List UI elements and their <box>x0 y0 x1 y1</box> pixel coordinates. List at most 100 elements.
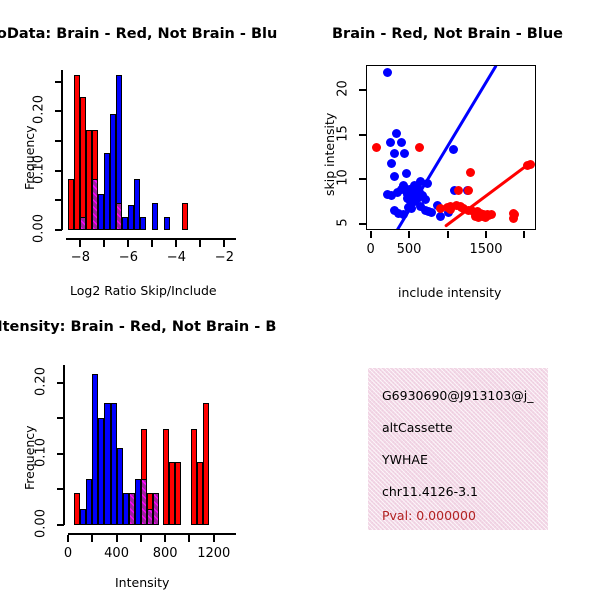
y-tick <box>359 88 366 91</box>
y-tick <box>57 381 64 384</box>
histogram-bar <box>168 462 175 525</box>
scatter-point <box>371 142 381 152</box>
scatter-point <box>401 168 411 178</box>
y-tick-label: 15 <box>335 124 351 142</box>
x-tick <box>91 535 94 542</box>
panel-intensity-scatter: Brain - Red, Not Brain - Blue skip inten… <box>300 0 600 300</box>
scatter-xlabel: include intensity <box>398 285 502 300</box>
panel-ratio-histogram: RatioData: Brain - Red, Not Brain - Blu … <box>0 0 300 300</box>
histogram-bar <box>140 216 147 230</box>
y-tick <box>359 178 366 181</box>
info-line-locus: chr11.4126-3.1 <box>382 484 479 499</box>
x-tick <box>139 535 142 542</box>
scatter-point <box>445 202 455 212</box>
scatter-point <box>390 172 400 182</box>
scatter-point <box>413 193 423 203</box>
y-tick <box>55 199 62 202</box>
histogram-bar <box>104 402 111 525</box>
histogram-bar <box>80 509 87 525</box>
x-tick <box>408 231 411 238</box>
scatter-point <box>400 148 410 158</box>
scatter-point <box>451 200 461 210</box>
y-tick-label: 0.00 <box>31 214 47 243</box>
y-tick <box>359 133 366 136</box>
scatter-point <box>387 190 397 200</box>
x-tick <box>369 231 372 238</box>
x-tick <box>115 535 118 542</box>
histogram-bar <box>196 462 203 525</box>
histogram-bar <box>86 130 93 230</box>
histogram-bar <box>164 216 171 230</box>
x-tick-label: 1500 <box>469 242 503 257</box>
scatter-point <box>407 204 417 214</box>
scatter-point <box>457 203 467 213</box>
histogram-bar <box>134 179 141 230</box>
gene-histogram-plot-area <box>68 365 232 525</box>
y-tick-label: 0.20 <box>31 95 47 125</box>
scatter-point <box>382 67 392 77</box>
x-tick <box>151 240 154 247</box>
histogram-bar <box>122 493 129 525</box>
histogram-bar <box>98 194 105 230</box>
histogram-bar <box>128 493 135 525</box>
scatter-point <box>386 158 396 168</box>
scatter-point <box>525 159 535 169</box>
ratio-histogram-title: RatioData: Brain - Red, Not Brain - Blu <box>0 26 278 42</box>
histogram-bar <box>153 493 160 525</box>
histogram-bar <box>134 478 141 525</box>
histogram-bar <box>116 203 123 230</box>
histogram-bar <box>86 478 93 525</box>
scatter-point <box>398 181 408 190</box>
scatter-title: Brain - Red, Not Brain - Blue <box>332 26 563 42</box>
ratio-histogram-plot-area <box>66 70 234 230</box>
scatter-point <box>416 202 426 212</box>
histogram-bar <box>162 429 169 525</box>
scatter-point <box>392 188 402 198</box>
histogram-bar <box>104 152 111 230</box>
y-tick-label: 0.10 <box>33 437 49 467</box>
gene-histogram-y-axis <box>63 365 65 525</box>
y-tick <box>55 169 62 172</box>
scatter-point <box>416 177 426 187</box>
y-tick-label: 0.10 <box>31 154 47 184</box>
x-tick <box>79 240 82 247</box>
y-tick <box>57 417 64 420</box>
scatter-point <box>480 213 490 223</box>
x-tick <box>223 240 226 247</box>
y-tick <box>55 229 62 231</box>
histogram-bar <box>74 74 81 230</box>
x-tick-label: −4 <box>166 250 186 265</box>
scatter-point <box>448 145 458 155</box>
x-tick <box>103 240 106 247</box>
x-tick-label: 1200 <box>197 546 231 561</box>
scatter-point <box>399 210 409 220</box>
histogram-bar <box>116 448 123 525</box>
scatter-point <box>510 210 520 220</box>
x-tick <box>67 535 69 542</box>
x-tick <box>199 240 202 247</box>
y-tick-label: 0.20 <box>33 366 49 396</box>
scatter-plot-frame <box>366 65 536 230</box>
y-tick-label: 20 <box>335 80 351 97</box>
scatter-point <box>423 179 433 189</box>
histogram-bar <box>146 509 154 525</box>
scatter-point <box>420 195 430 205</box>
x-tick-label: −6 <box>118 250 138 265</box>
x-tick-label: 0 <box>63 546 73 561</box>
histogram-bar <box>140 478 147 525</box>
histogram-bar <box>128 204 135 230</box>
scatter-point <box>414 142 424 152</box>
histogram-bar <box>98 418 105 525</box>
histogram-bar <box>122 216 129 230</box>
y-tick <box>57 488 64 491</box>
histogram-bar <box>174 462 181 525</box>
info-line-event-type: altCassette <box>382 420 453 435</box>
histogram-bar <box>92 374 99 525</box>
y-tick <box>55 110 62 113</box>
ratio-histogram-x-axis <box>66 238 236 240</box>
y-tick-label: 10 <box>335 169 351 186</box>
histogram-bar <box>110 113 117 230</box>
scatter-point <box>463 186 473 196</box>
x-tick <box>212 535 215 542</box>
scatter-point <box>436 212 446 222</box>
